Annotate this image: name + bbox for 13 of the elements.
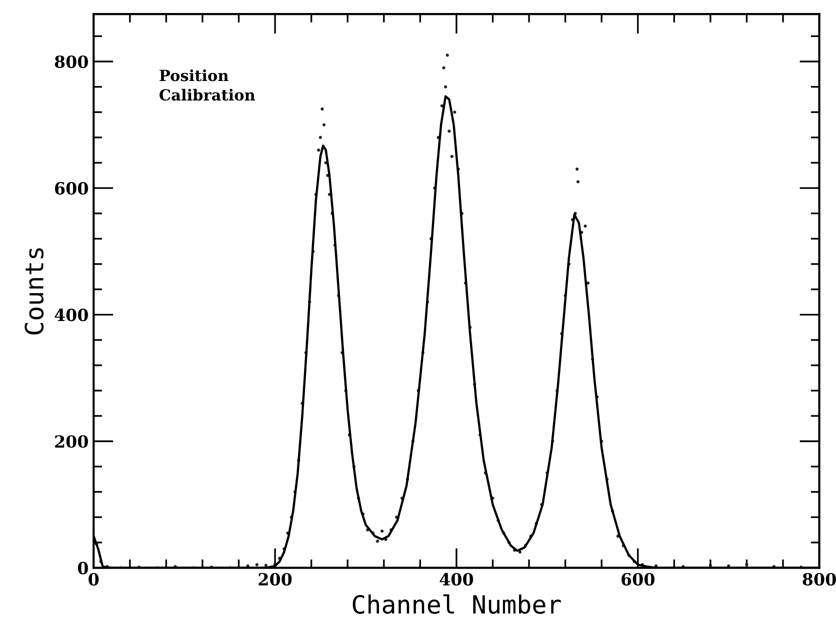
x-axis-title: Channel Number [352, 594, 561, 614]
x-tick-label: 200 [258, 572, 292, 586]
y-tick-label: 800 [54, 55, 88, 68]
y-tick-label: 200 [55, 435, 88, 448]
x-tick-label: 800 [802, 572, 836, 586]
x-tick-label: 400 [440, 572, 474, 586]
y-axis-title: Counts [24, 248, 44, 334]
y-tick-label: 600 [55, 182, 88, 195]
y-tick-label: 0 [78, 562, 88, 574]
y-tick-label: 400 [54, 308, 88, 322]
x-tick-label: 0 [88, 572, 99, 586]
annotation: Position Calibration [160, 69, 256, 101]
x-tick-label: 600 [622, 572, 654, 586]
